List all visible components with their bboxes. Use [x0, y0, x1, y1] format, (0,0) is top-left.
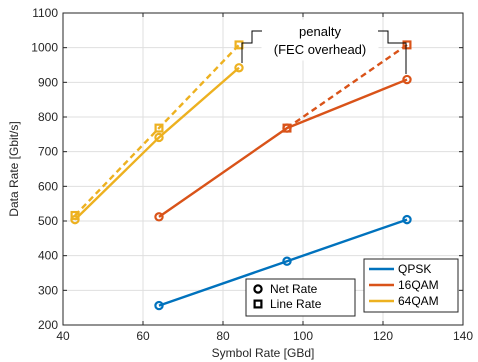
y-tick-label: 400 — [38, 249, 58, 263]
series-line — [158, 78, 408, 218]
legend-series-label: 16QAM — [398, 278, 439, 292]
legend-marker-symbol — [253, 284, 263, 294]
series-line — [74, 66, 240, 221]
series-64qam-net — [70, 63, 244, 225]
data-point — [70, 214, 80, 225]
legend-marker-label: Line Rate — [270, 297, 322, 311]
plot-frame — [62, 12, 464, 326]
data-point — [234, 63, 244, 73]
y-tick-label: 1000 — [31, 41, 58, 55]
annotation: penalty (FEC overhead) — [241, 19, 407, 74]
y-tick-label: 300 — [38, 283, 58, 297]
x-tick-label: 40 — [56, 329, 70, 343]
y-tick-label: 800 — [38, 110, 58, 124]
data-point — [154, 212, 164, 222]
x-tick-label: 100 — [293, 329, 313, 343]
data-point — [154, 123, 164, 133]
data-point — [154, 300, 164, 311]
series-layer — [70, 40, 412, 311]
legend-marker-label: Net Rate — [270, 282, 318, 296]
y-tick-label: 1100 — [32, 6, 58, 20]
legend-marker-box — [245, 278, 356, 317]
legend-series-label: 64QAM — [398, 294, 439, 308]
y-axis-label: Data Rate [Gbit/s] — [7, 121, 21, 216]
annotation-text-line1: penalty — [299, 24, 341, 39]
data-point — [402, 74, 412, 85]
series-16qam-net — [154, 74, 412, 222]
annotation-box — [261, 19, 379, 61]
data-point — [402, 40, 412, 50]
y-tick-label: 200 — [38, 318, 58, 332]
y-tick-label: 900 — [38, 75, 58, 89]
y-tick-label: 600 — [38, 179, 58, 193]
data-point — [402, 214, 412, 225]
annotation-text-line2: (FEC overhead) — [274, 42, 366, 57]
annotation-brackets — [241, 30, 407, 74]
x-tick-label: 140 — [453, 329, 473, 343]
y-tick-label: 500 — [38, 214, 58, 228]
x-tick-label: 80 — [216, 329, 230, 343]
legend-marker-symbol — [253, 299, 263, 309]
series-line — [74, 44, 240, 217]
ticks: 40 60 80 100 120 140 200 300 400 500 600 700 800 900 1… — [31, 6, 473, 343]
data-point — [154, 132, 164, 143]
legend-series-label: QPSK — [398, 262, 431, 276]
series-qpsk-net — [154, 214, 412, 311]
data-point — [282, 256, 292, 266]
y-tick-label: 700 — [38, 145, 58, 159]
series-line — [158, 218, 408, 307]
x-axis-label: Symbol Rate [GBd] — [212, 346, 315, 360]
x-tick-label: 60 — [136, 329, 150, 343]
data-point — [282, 123, 292, 133]
x-tick-label: 120 — [373, 329, 393, 343]
series-line — [286, 43, 408, 130]
legend-series: QPSK 16QAM 64QAM — [363, 258, 459, 313]
